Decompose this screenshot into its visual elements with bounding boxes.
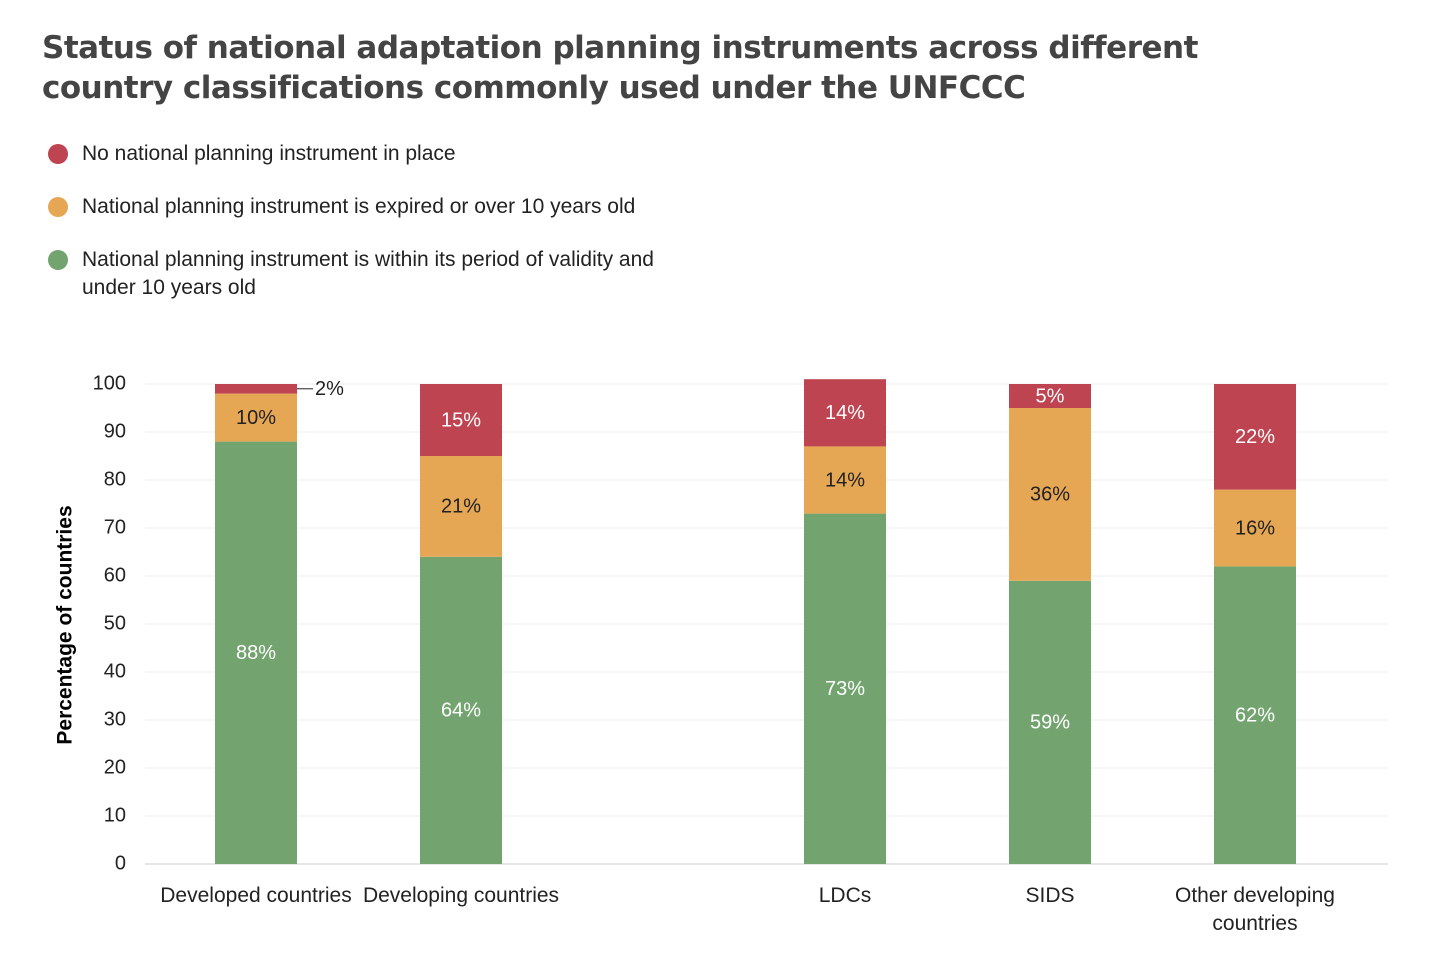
value-label: 5% — [1036, 385, 1065, 407]
x-tick-label: Other developing countries — [1175, 884, 1335, 935]
y-tick-label: 0 — [115, 852, 126, 874]
value-label: 36% — [1030, 484, 1070, 506]
y-tick-label: 10 — [104, 804, 126, 826]
bar-segment — [804, 379, 886, 447]
x-tick-label: LDCs — [818, 884, 872, 907]
value-label: 22% — [1235, 426, 1275, 448]
bar-segment — [215, 384, 297, 394]
value-label: 16% — [1235, 517, 1275, 539]
bar-segment — [420, 384, 502, 456]
bar-segment — [1009, 580, 1091, 864]
value-label: 15% — [441, 409, 481, 431]
legend-item: National planning instrument is expired … — [48, 193, 682, 221]
bar-segment — [1214, 489, 1296, 567]
legend-item: National planning instrument is within i… — [48, 246, 682, 302]
value-label: 14% — [825, 469, 865, 491]
legend-label: National planning instrument is within i… — [82, 248, 654, 299]
y-tick-label: 30 — [104, 708, 126, 730]
y-tick-label: 90 — [104, 420, 126, 442]
value-label: 21% — [441, 496, 481, 518]
value-label: 59% — [1030, 712, 1070, 734]
y-tick-label: 20 — [104, 756, 126, 778]
bar-segment — [215, 393, 297, 442]
x-tick-label: Developed countries — [160, 884, 352, 907]
bar-segment — [804, 513, 886, 864]
legend-swatch — [48, 144, 68, 164]
y-tick-label: 70 — [104, 516, 126, 538]
y-axis-label: Percentage of countries — [54, 505, 77, 744]
legend-item: No national planning instrument in place — [48, 140, 682, 168]
bar-segment — [804, 446, 886, 514]
y-tick-label: 100 — [93, 372, 126, 394]
y-tick-label: 80 — [104, 468, 126, 490]
y-tick-label: 40 — [104, 660, 126, 682]
legend-swatch — [48, 197, 68, 217]
legend-label: No national planning instrument in place — [82, 142, 456, 165]
value-label: 88% — [236, 642, 276, 664]
bar-segment — [420, 556, 502, 864]
y-tick-label: 50 — [104, 612, 126, 634]
y-tick-label: 60 — [104, 564, 126, 586]
legend-swatch — [48, 250, 68, 270]
value-label: 73% — [825, 678, 865, 700]
value-label: 2% — [315, 378, 344, 400]
bar-segment — [215, 441, 297, 864]
value-label: 10% — [236, 407, 276, 429]
legend-label: National planning instrument is expired … — [82, 195, 636, 218]
x-tick-label: Developing countries — [362, 884, 560, 907]
x-tick-label: SIDS — [1025, 884, 1075, 907]
value-label: 62% — [1235, 704, 1275, 726]
bar-segment — [1009, 408, 1091, 581]
value-label: 14% — [825, 402, 865, 424]
bar-segment — [1214, 384, 1296, 490]
value-label: 64% — [441, 700, 481, 722]
bar-segment — [420, 456, 502, 557]
bar-segment — [1009, 384, 1091, 408]
bar-segment — [1214, 566, 1296, 864]
chart-title: Status of national adaptation planning i… — [42, 30, 1198, 106]
